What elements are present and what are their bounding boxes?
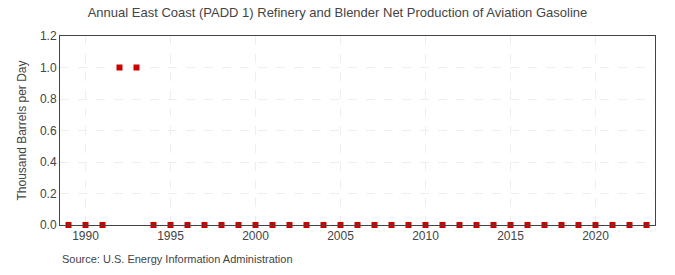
svg-text:1990: 1990 <box>72 229 99 243</box>
svg-text:0.6: 0.6 <box>40 124 57 138</box>
svg-text:2020: 2020 <box>582 229 609 243</box>
svg-text:0.2: 0.2 <box>40 187 57 201</box>
svg-text:1995: 1995 <box>157 229 184 243</box>
svg-text:0.0: 0.0 <box>40 218 57 232</box>
svg-text:Thousand Barrels per Day: Thousand Barrels per Day <box>15 60 29 200</box>
svg-text:2000: 2000 <box>242 229 269 243</box>
svg-text:2010: 2010 <box>412 229 439 243</box>
svg-text:2005: 2005 <box>327 229 354 243</box>
svg-text:Annual East Coast (PADD 1) Ref: Annual East Coast (PADD 1) Refinery and … <box>88 5 588 20</box>
svg-text:1.2: 1.2 <box>40 29 57 43</box>
svg-text:2015: 2015 <box>497 229 524 243</box>
svg-text:Source: U.S. Energy Informatio: Source: U.S. Energy Information Administ… <box>62 253 293 265</box>
svg-text:1.0: 1.0 <box>40 61 57 75</box>
svg-text:0.4: 0.4 <box>40 155 57 169</box>
svg-text:0.8: 0.8 <box>40 92 57 106</box>
